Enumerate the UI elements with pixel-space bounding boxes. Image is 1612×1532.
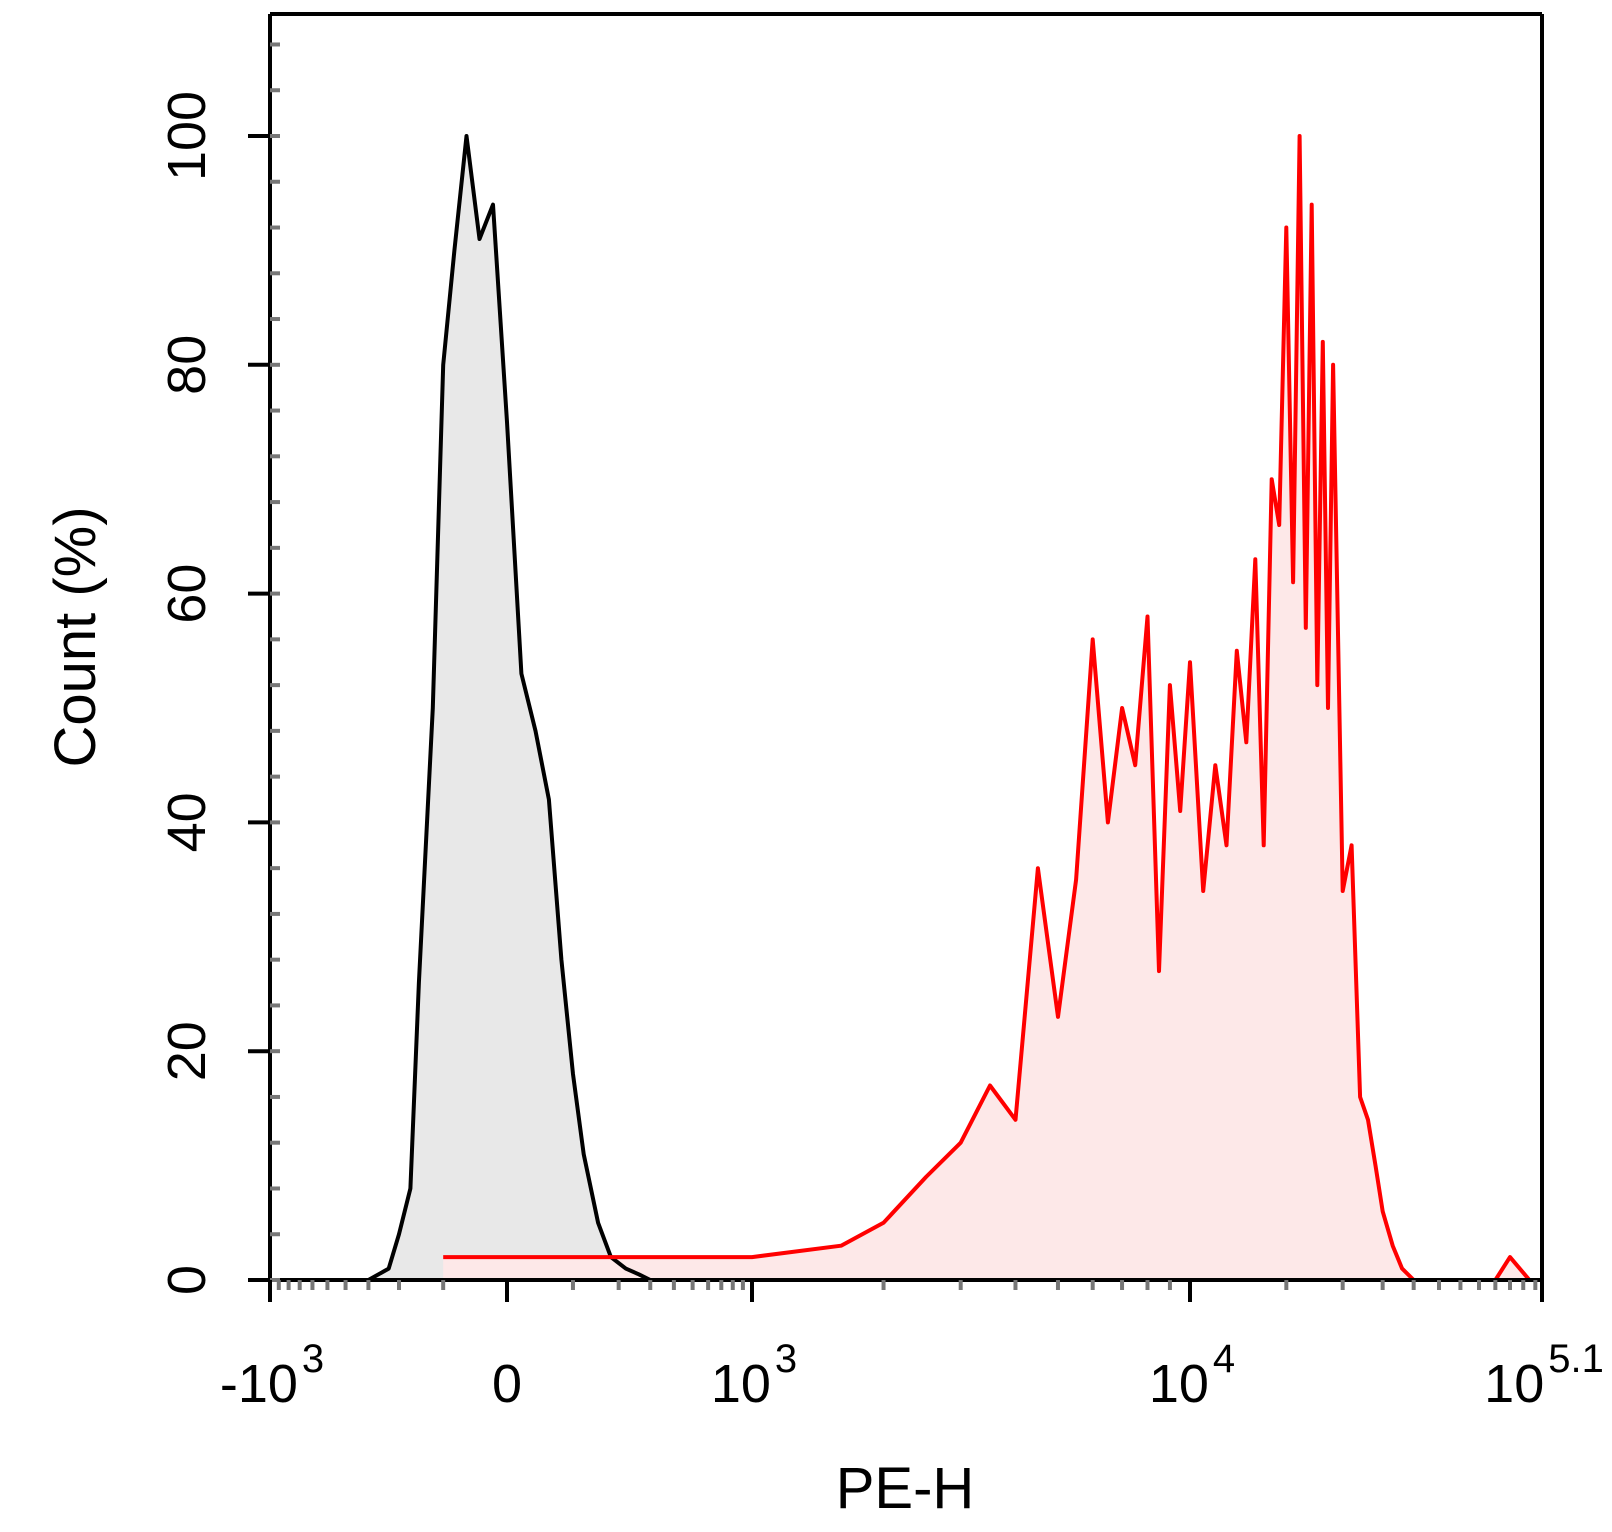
y-tick-label: 80 bbox=[157, 335, 217, 395]
x-axis-title: PE-H bbox=[836, 1456, 975, 1521]
y-tick-label: 0 bbox=[157, 1265, 217, 1295]
x-tick-label: -10 3 bbox=[220, 1337, 324, 1414]
y-axis-title: Count (%) bbox=[43, 506, 108, 767]
axes bbox=[248, 12, 1544, 1302]
y-tick-label: 100 bbox=[157, 91, 217, 181]
series-1-fill bbox=[443, 136, 1530, 1280]
x-tick-label: 10 5.1 bbox=[1484, 1337, 1604, 1414]
y-tick-label: 60 bbox=[157, 564, 217, 624]
y-tick-label: 40 bbox=[157, 792, 217, 852]
x-tick-label: 10 4 bbox=[1149, 1337, 1235, 1414]
series-fills bbox=[270, 136, 1530, 1280]
series-0-fill bbox=[270, 136, 722, 1280]
x-tick-label: 0 bbox=[492, 1354, 522, 1414]
series-1-line bbox=[443, 134, 1531, 1282]
tick-labels: 0 20 40 60 80 100 -10 3 0 10 3 10 4 10 5.1 bbox=[157, 91, 1604, 1414]
y-tick-label: 20 bbox=[157, 1021, 217, 1081]
x-tick-label: 10 3 bbox=[711, 1337, 797, 1414]
